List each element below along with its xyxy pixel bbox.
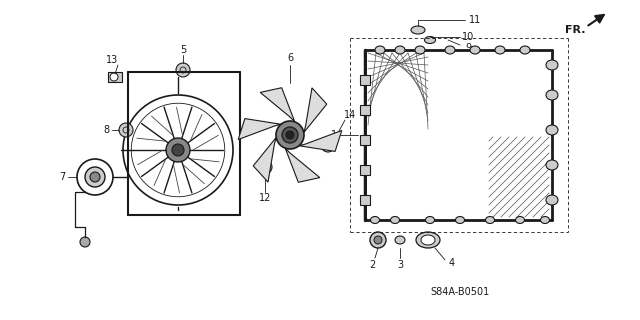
Ellipse shape — [375, 46, 385, 54]
Bar — [360, 195, 370, 205]
Ellipse shape — [395, 236, 405, 244]
Circle shape — [258, 160, 272, 174]
Text: 13: 13 — [106, 55, 118, 65]
Circle shape — [172, 144, 184, 156]
Ellipse shape — [416, 232, 440, 248]
Text: S84A-B0501: S84A-B0501 — [430, 287, 490, 297]
Ellipse shape — [546, 60, 558, 70]
Ellipse shape — [456, 217, 465, 223]
Text: 14: 14 — [344, 110, 356, 120]
Circle shape — [119, 123, 133, 137]
Circle shape — [85, 167, 105, 187]
Polygon shape — [260, 88, 295, 122]
Ellipse shape — [546, 160, 558, 170]
Text: 12: 12 — [259, 193, 271, 203]
Text: 3: 3 — [397, 260, 403, 270]
Bar — [360, 165, 370, 175]
Ellipse shape — [546, 195, 558, 205]
Ellipse shape — [546, 90, 558, 100]
Polygon shape — [253, 137, 276, 182]
Ellipse shape — [371, 217, 380, 223]
Text: FR.: FR. — [566, 25, 586, 35]
Text: 2: 2 — [369, 260, 375, 270]
Bar — [360, 135, 370, 145]
Polygon shape — [285, 148, 320, 182]
Circle shape — [374, 236, 382, 244]
Bar — [108, 72, 122, 82]
Circle shape — [110, 73, 118, 81]
Ellipse shape — [445, 46, 455, 54]
Ellipse shape — [415, 46, 425, 54]
Ellipse shape — [411, 26, 425, 34]
Text: 7: 7 — [59, 172, 65, 182]
Polygon shape — [304, 88, 327, 132]
Bar — [367, 52, 550, 218]
Ellipse shape — [520, 46, 530, 54]
Text: 5: 5 — [180, 45, 186, 55]
Circle shape — [321, 138, 335, 152]
Circle shape — [282, 127, 298, 143]
Ellipse shape — [495, 46, 505, 54]
Text: 11: 11 — [469, 15, 481, 25]
Ellipse shape — [541, 217, 550, 223]
Text: 1: 1 — [331, 130, 337, 140]
Ellipse shape — [470, 46, 480, 54]
Polygon shape — [299, 131, 342, 151]
Bar — [360, 75, 370, 85]
Text: 4: 4 — [449, 258, 455, 268]
Circle shape — [276, 121, 304, 149]
Ellipse shape — [421, 235, 435, 245]
Ellipse shape — [390, 217, 399, 223]
Circle shape — [80, 237, 90, 247]
Ellipse shape — [546, 125, 558, 135]
Bar — [360, 105, 370, 115]
Ellipse shape — [426, 217, 435, 223]
Ellipse shape — [424, 36, 435, 44]
Circle shape — [166, 138, 190, 162]
Circle shape — [77, 159, 113, 195]
Circle shape — [176, 63, 190, 77]
Text: 10: 10 — [462, 32, 474, 42]
Ellipse shape — [395, 46, 405, 54]
Ellipse shape — [486, 217, 495, 223]
Text: 6: 6 — [287, 53, 293, 63]
Text: 8: 8 — [103, 125, 109, 135]
Circle shape — [286, 131, 294, 139]
Ellipse shape — [515, 217, 525, 223]
Circle shape — [370, 232, 386, 248]
Circle shape — [90, 172, 100, 182]
Text: 9: 9 — [465, 43, 471, 53]
Polygon shape — [238, 119, 281, 140]
